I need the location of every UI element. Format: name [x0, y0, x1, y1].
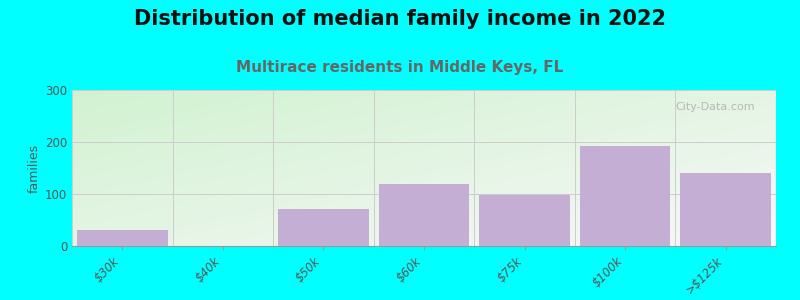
- Bar: [580, 146, 670, 246]
- Text: Distribution of median family income in 2022: Distribution of median family income in …: [134, 9, 666, 29]
- Bar: [681, 173, 771, 246]
- Text: Multirace residents in Middle Keys, FL: Multirace residents in Middle Keys, FL: [236, 60, 564, 75]
- Bar: [278, 208, 369, 246]
- Bar: [479, 195, 570, 246]
- Y-axis label: families: families: [28, 143, 41, 193]
- Bar: [378, 184, 470, 246]
- Text: City-Data.com: City-Data.com: [675, 103, 755, 112]
- Bar: [77, 230, 167, 246]
